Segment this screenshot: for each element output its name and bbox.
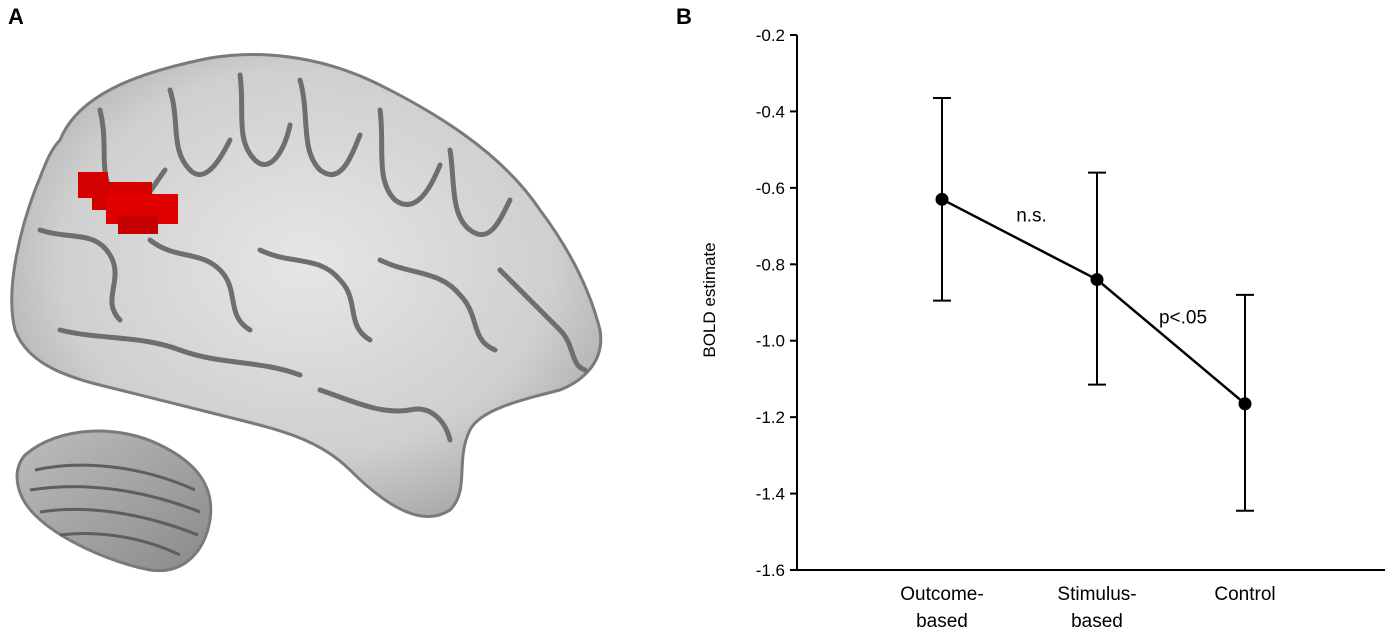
y-tick-label: -0.2	[756, 26, 785, 45]
data-points	[935, 192, 1252, 411]
activation-cluster	[78, 172, 178, 234]
x-tick-label: based	[916, 611, 968, 632]
data-point	[1090, 273, 1104, 287]
x-tick-label: Stimulus-	[1057, 584, 1136, 605]
annotation-label: n.s.	[1016, 205, 1047, 226]
y-tick-label: -1.0	[756, 332, 785, 351]
panel-b-label: B	[676, 4, 692, 29]
x-tick-labels: Outcome-based Stimulus-based Control	[900, 584, 1275, 632]
data-point	[935, 192, 949, 206]
brain-sagittal-image	[10, 53, 603, 573]
y-tick-label: -0.4	[756, 102, 785, 121]
cerebellum	[15, 429, 213, 573]
y-tick-label: -1.2	[756, 408, 785, 427]
x-tick-label: Control	[1214, 584, 1275, 605]
error-bars	[933, 97, 1254, 512]
sulci	[37, 72, 588, 443]
y-axis-label: BOLD estimate	[700, 242, 719, 357]
data-point	[1238, 397, 1252, 411]
axes	[796, 35, 1385, 571]
y-tick-label: -0.6	[756, 179, 785, 198]
cerebellum-folia	[29, 463, 201, 557]
x-tick-label: Outcome-	[900, 584, 983, 605]
bold-chart: -0.2 -0.4 -0.6 -0.8 -1.0 -1.2 -1.4 -1.6 Outcome…	[700, 26, 1385, 632]
y-tick-label: -1.6	[756, 561, 785, 580]
y-tick-label: -0.8	[756, 255, 785, 274]
series-polyline	[941, 198, 1246, 405]
panel-a-label: A	[8, 4, 24, 29]
annotations: n.s. p<.05	[1016, 205, 1207, 328]
y-ticks: -0.2 -0.4 -0.6 -0.8 -1.0 -1.2 -1.4 -1.6	[756, 26, 797, 580]
x-tick-label: based	[1071, 611, 1123, 632]
series-line	[941, 198, 1246, 405]
y-tick-label: -1.4	[756, 485, 785, 504]
annotation-label: p<.05	[1159, 308, 1207, 329]
